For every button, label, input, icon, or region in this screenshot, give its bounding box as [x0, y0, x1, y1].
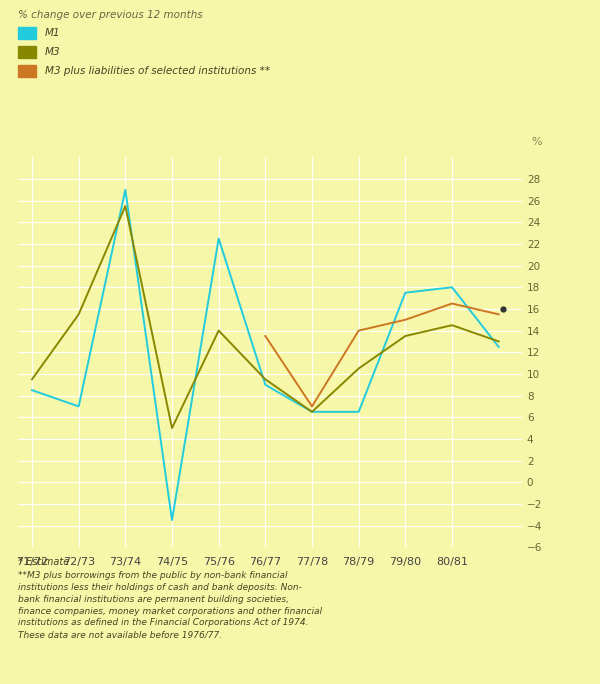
Text: M3 plus liabilities of selected institutions **: M3 plus liabilities of selected institut… [45, 66, 270, 76]
Text: **M3 plus borrowings from the public by non-bank financial
institutions less the: **M3 plus borrowings from the public by … [18, 571, 322, 639]
Text: * Estimate: * Estimate [18, 557, 69, 568]
Text: M3: M3 [45, 47, 61, 57]
Text: %: % [532, 137, 542, 147]
Text: M1: M1 [45, 28, 61, 38]
Text: % change over previous 12 months: % change over previous 12 months [18, 10, 203, 21]
